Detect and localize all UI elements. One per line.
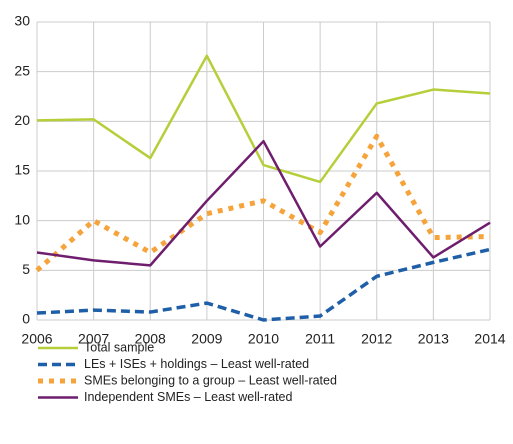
y-tick-label: 10 (14, 211, 30, 227)
series-line (36, 139, 491, 267)
y-tick-label: 5 (22, 261, 30, 277)
x-tick-label: 2012 (361, 331, 392, 347)
legend-label: SMEs belonging to a group – Least well-r… (84, 373, 337, 387)
x-tick-label: 2011 (305, 331, 335, 347)
x-tick-label: 2014 (474, 331, 505, 347)
series-line (35, 133, 491, 273)
y-tick-label: 30 (14, 13, 30, 29)
x-tick-label: 2008 (135, 331, 166, 347)
x-tick-label: 2009 (191, 331, 222, 347)
y-tick-label: 20 (14, 112, 30, 128)
legend-label: LEs + ISEs + holdings – Least well-rated (84, 357, 309, 371)
y-tick-label: 0 (22, 311, 30, 327)
x-tick-label: 2007 (78, 331, 109, 347)
x-tick-label: 2010 (248, 331, 279, 347)
series-line (36, 247, 491, 322)
y-tick-label: 15 (14, 162, 30, 178)
legend-label: Independent SMEs – Least well-rated (84, 390, 293, 404)
series-line (36, 54, 491, 184)
legend-label: Total sample (84, 340, 154, 354)
x-tick-label: 2006 (21, 331, 52, 347)
x-tick-label: 2013 (418, 331, 449, 347)
y-tick-label: 25 (14, 62, 30, 78)
